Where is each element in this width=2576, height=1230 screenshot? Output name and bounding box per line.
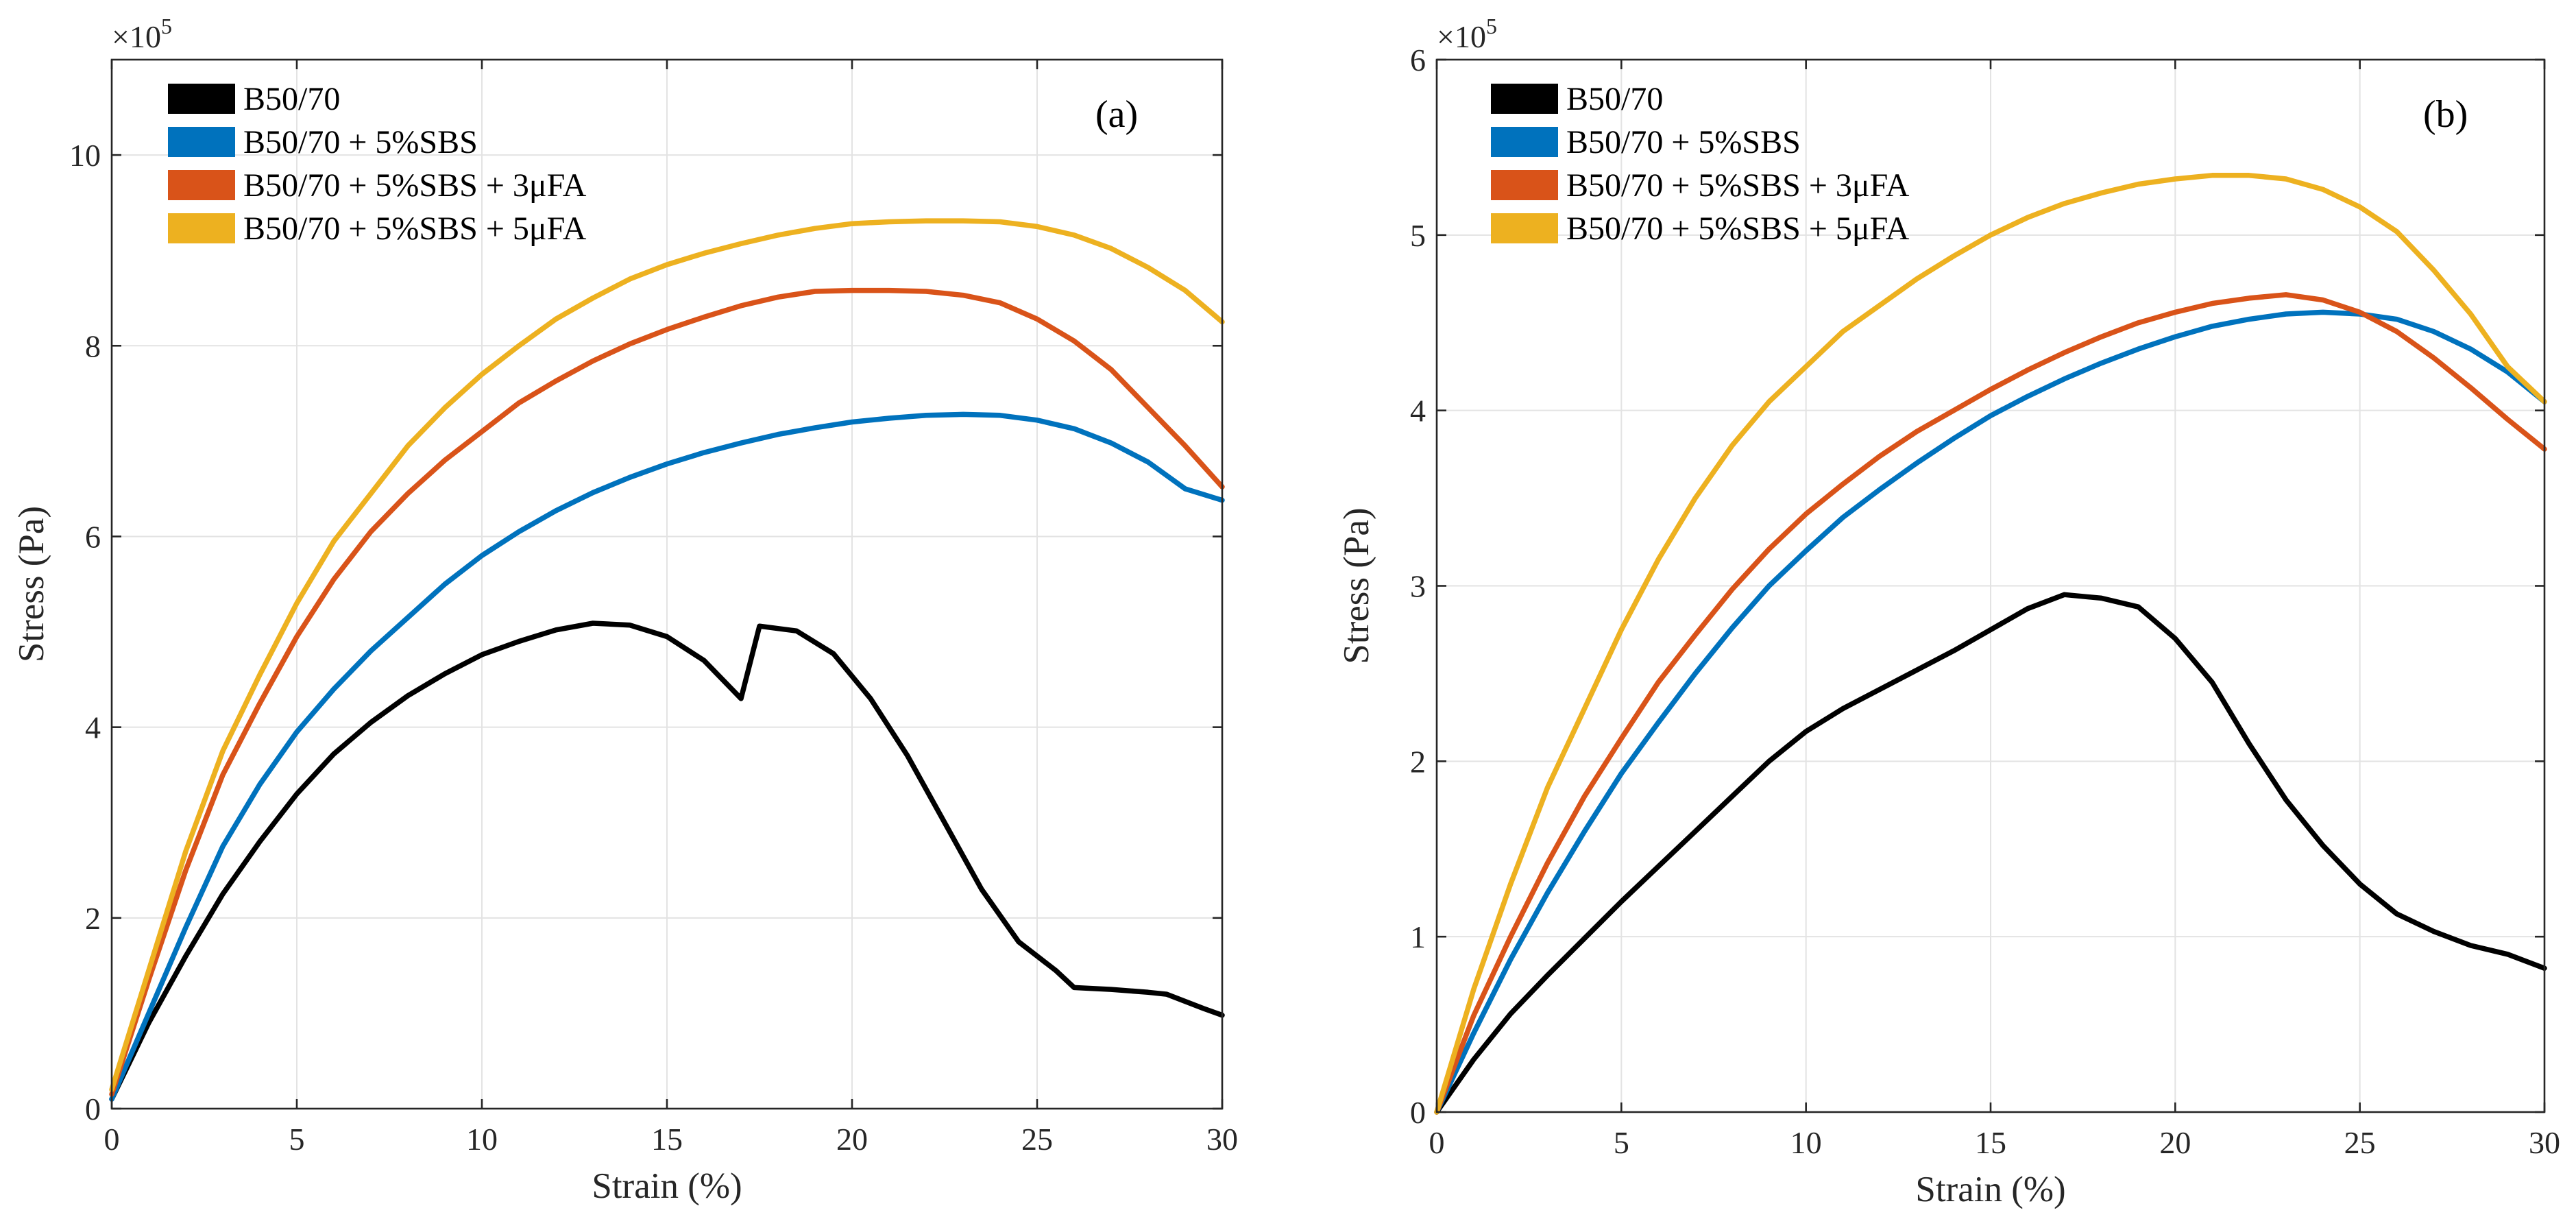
- x-tick-label: 10: [1790, 1125, 1822, 1160]
- legend-swatch-2: [1491, 127, 1558, 157]
- grid-a: [112, 60, 1222, 1109]
- series-line-3: [1434, 292, 2547, 1115]
- x-axis-label: Strain (%): [592, 1166, 742, 1206]
- legend-label-4: B50/70 + 5%SBS + 5μFA: [243, 210, 587, 247]
- legend-swatch-1: [1491, 84, 1558, 114]
- y-exponent-power: 5: [1486, 14, 1497, 38]
- legend-label-3: B50/70 + 5%SBS + 3μFA: [1566, 167, 1910, 204]
- panel-label: (b): [2423, 93, 2468, 136]
- y-tick-label: 4: [1410, 394, 1426, 429]
- legend-a: B50/70 B50/70 + 5%SBS B50/70 + 5%SBS + 3μF…: [168, 81, 587, 247]
- x-tick-label: 15: [651, 1122, 683, 1157]
- y-tick-label: 0: [85, 1092, 101, 1126]
- y-tick-label: 3: [1410, 569, 1426, 604]
- legend-label-4: B50/70 + 5%SBS + 5μFA: [1566, 210, 1910, 247]
- x-tick-label: 30: [1206, 1122, 1238, 1157]
- x-tick-label: 30: [2529, 1125, 2560, 1160]
- y-axis-label: Stress (Pa): [12, 506, 51, 662]
- x-axis-label: Strain (%): [1915, 1170, 2065, 1209]
- legend-swatch-4: [1491, 213, 1558, 243]
- y-tick-label: 5: [1410, 218, 1426, 253]
- panel-label: (a): [1095, 93, 1138, 136]
- y-tick-label: 8: [85, 328, 101, 363]
- x-tick-label: 10: [466, 1122, 498, 1157]
- y-axis-label: Stress (Pa): [1337, 507, 1376, 664]
- y-tick-label: 6: [85, 519, 101, 554]
- legend-label-2: B50/70 + 5%SBS: [1566, 124, 1801, 160]
- y-tick-label: 1: [1410, 919, 1426, 954]
- legend-label-2: B50/70 + 5%SBS: [243, 124, 478, 160]
- y-tick-label: 6: [1410, 43, 1426, 77]
- y-tick-label: 0: [1410, 1095, 1426, 1130]
- y-exponent: ×105: [112, 14, 172, 54]
- legend-label-3: B50/70 + 5%SBS + 3μFA: [243, 167, 587, 204]
- series-line-1: [1434, 592, 2547, 1115]
- x-tick-label: 5: [289, 1122, 305, 1157]
- x-tick-label: 5: [1614, 1125, 1629, 1160]
- y-tick-label: 2: [1410, 744, 1426, 779]
- legend-label-1: B50/70: [1566, 81, 1663, 117]
- chart-panel-a: 0 5 10 15 20 25 30 0 2 4 6 8 10 Strain (%) Stress (Pa)…: [12, 14, 1238, 1206]
- y-exponent-base: ×10: [1437, 19, 1486, 54]
- x-tick-label: 0: [104, 1122, 120, 1157]
- legend-swatch-2: [168, 127, 235, 157]
- y-tick-label: 4: [85, 710, 101, 745]
- y-exponent-base: ×10: [112, 19, 161, 54]
- legend-swatch-3: [168, 170, 235, 200]
- legend-b: B50/70 B50/70 + 5%SBS B50/70 + 5%SBS + 3μF…: [1491, 81, 1910, 247]
- series-line-1: [109, 620, 1225, 1102]
- series-group-b: [1434, 173, 2547, 1115]
- series-line-4: [109, 218, 1225, 1092]
- y-exponent-power: 5: [161, 14, 172, 38]
- x-tick-label: 15: [1975, 1125, 2006, 1160]
- y-exponent: ×105: [1437, 14, 1497, 54]
- legend-swatch-4: [168, 213, 235, 243]
- x-tick-label: 20: [836, 1122, 868, 1157]
- series-group-a: [109, 218, 1225, 1102]
- legend-swatch-3: [1491, 170, 1558, 200]
- series-line-2: [109, 411, 1225, 1102]
- x-tick-label: 25: [1021, 1122, 1053, 1157]
- y-tick-label: 10: [69, 138, 101, 173]
- series-line-4: [1434, 173, 2547, 1115]
- chart-panel-b: 0 5 10 15 20 25 30 0 1 2 3 4 5 6 Strain (%) Stress (Pa)…: [1337, 14, 2560, 1209]
- legend-swatch-1: [168, 84, 235, 114]
- x-tick-label: 25: [2344, 1125, 2376, 1160]
- x-tick-label: 20: [2159, 1125, 2191, 1160]
- x-tick-label: 0: [1429, 1125, 1445, 1160]
- series-line-3: [109, 287, 1225, 1097]
- y-tick-label: 2: [85, 901, 101, 936]
- legend-label-1: B50/70: [243, 81, 340, 117]
